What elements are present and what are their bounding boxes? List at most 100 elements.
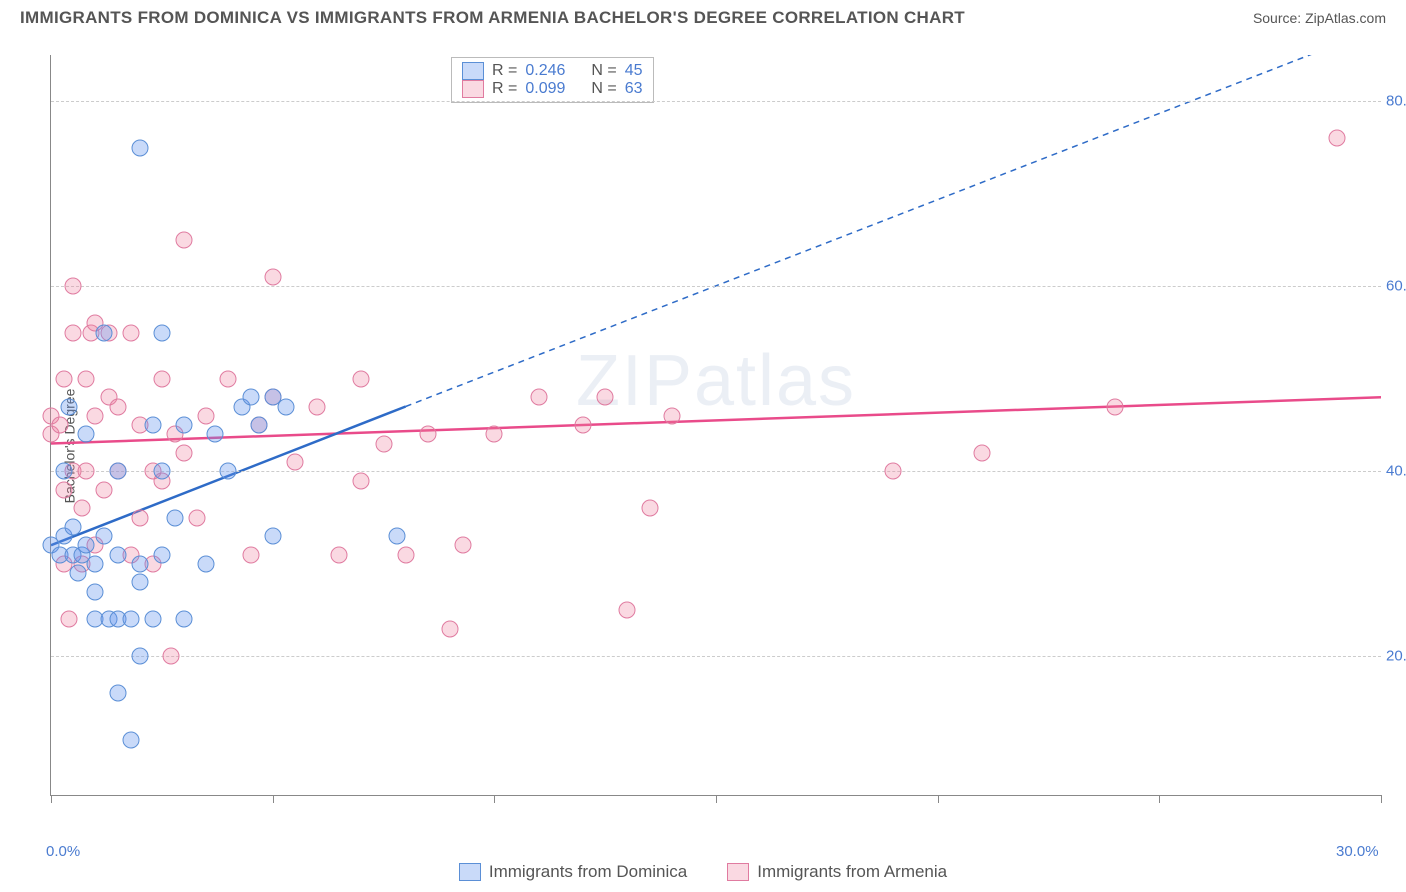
data-point bbox=[144, 611, 161, 628]
x-tick bbox=[716, 795, 717, 803]
x-tick bbox=[494, 795, 495, 803]
data-point bbox=[419, 426, 436, 443]
data-point bbox=[131, 574, 148, 591]
data-point bbox=[87, 407, 104, 424]
page-title: IMMIGRANTS FROM DOMINICA VS IMMIGRANTS F… bbox=[20, 8, 965, 28]
data-point bbox=[96, 481, 113, 498]
data-point bbox=[87, 555, 104, 572]
data-point bbox=[455, 537, 472, 554]
data-point bbox=[286, 454, 303, 471]
legend-bottom: Immigrants from Dominica Immigrants from… bbox=[0, 862, 1406, 882]
data-point bbox=[65, 518, 82, 535]
data-point bbox=[131, 648, 148, 665]
n-label: N = bbox=[591, 80, 616, 98]
data-point bbox=[264, 269, 281, 286]
r-label: R = bbox=[492, 80, 517, 98]
y-tick-label: 80.0% bbox=[1386, 93, 1406, 110]
x-tick-label: 30.0% bbox=[1336, 843, 1379, 860]
data-point bbox=[153, 370, 170, 387]
n-value: 63 bbox=[625, 80, 643, 98]
data-point bbox=[60, 611, 77, 628]
data-point bbox=[60, 398, 77, 415]
data-point bbox=[65, 324, 82, 341]
data-point bbox=[220, 370, 237, 387]
data-point bbox=[198, 555, 215, 572]
data-point bbox=[56, 370, 73, 387]
data-point bbox=[1328, 130, 1345, 147]
data-point bbox=[885, 463, 902, 480]
r-label: R = bbox=[492, 62, 517, 80]
n-value: 45 bbox=[625, 62, 643, 80]
x-tick bbox=[51, 795, 52, 803]
data-point bbox=[109, 546, 126, 563]
y-tick-label: 20.0% bbox=[1386, 648, 1406, 665]
data-point bbox=[162, 648, 179, 665]
gridline bbox=[51, 101, 1381, 102]
data-point bbox=[353, 472, 370, 489]
y-tick-label: 60.0% bbox=[1386, 278, 1406, 295]
legend-row: R = 0.246 N = 45 bbox=[462, 62, 643, 80]
n-label: N = bbox=[591, 62, 616, 80]
swatch-icon bbox=[462, 62, 484, 80]
data-point bbox=[122, 611, 139, 628]
data-point bbox=[56, 463, 73, 480]
data-point bbox=[153, 463, 170, 480]
x-tick bbox=[1381, 795, 1382, 803]
data-point bbox=[51, 417, 68, 434]
data-point bbox=[198, 407, 215, 424]
x-tick bbox=[1159, 795, 1160, 803]
data-point bbox=[663, 407, 680, 424]
data-point bbox=[309, 398, 326, 415]
data-point bbox=[167, 509, 184, 526]
x-tick bbox=[938, 795, 939, 803]
data-point bbox=[78, 426, 95, 443]
y-tick-label: 40.0% bbox=[1386, 463, 1406, 480]
data-point bbox=[220, 463, 237, 480]
data-point bbox=[65, 278, 82, 295]
data-point bbox=[189, 509, 206, 526]
data-point bbox=[388, 528, 405, 545]
data-point bbox=[131, 509, 148, 526]
data-point bbox=[153, 324, 170, 341]
swatch-icon bbox=[727, 863, 749, 881]
data-point bbox=[375, 435, 392, 452]
gridline bbox=[51, 656, 1381, 657]
data-point bbox=[176, 232, 193, 249]
data-point bbox=[264, 528, 281, 545]
data-point bbox=[78, 463, 95, 480]
data-point bbox=[176, 417, 193, 434]
data-point bbox=[176, 444, 193, 461]
source-label: Source: ZipAtlas.com bbox=[1253, 10, 1386, 26]
legend-item: Immigrants from Dominica bbox=[459, 862, 687, 882]
data-point bbox=[442, 620, 459, 637]
data-point bbox=[69, 565, 86, 582]
data-point bbox=[974, 444, 991, 461]
data-point bbox=[78, 537, 95, 554]
data-point bbox=[176, 611, 193, 628]
data-point bbox=[74, 500, 91, 517]
data-point bbox=[619, 602, 636, 619]
gridline bbox=[51, 471, 1381, 472]
data-point bbox=[242, 546, 259, 563]
swatch-icon bbox=[459, 863, 481, 881]
data-point bbox=[122, 324, 139, 341]
data-point bbox=[242, 389, 259, 406]
data-point bbox=[131, 555, 148, 572]
legend-label: Immigrants from Dominica bbox=[489, 862, 687, 882]
data-point bbox=[109, 685, 126, 702]
data-point bbox=[153, 546, 170, 563]
data-point bbox=[353, 370, 370, 387]
data-point bbox=[397, 546, 414, 563]
data-point bbox=[1107, 398, 1124, 415]
legend-label: Immigrants from Armenia bbox=[757, 862, 947, 882]
r-value: 0.246 bbox=[525, 62, 565, 80]
data-point bbox=[277, 398, 294, 415]
data-point bbox=[87, 583, 104, 600]
data-point bbox=[641, 500, 658, 517]
data-point bbox=[486, 426, 503, 443]
data-point bbox=[530, 389, 547, 406]
gridline bbox=[51, 286, 1381, 287]
r-value: 0.099 bbox=[525, 80, 565, 98]
chart-area: ZIPatlas R = 0.246 N = 45 R = 0.099 N = … bbox=[50, 55, 1381, 796]
swatch-icon bbox=[462, 80, 484, 98]
